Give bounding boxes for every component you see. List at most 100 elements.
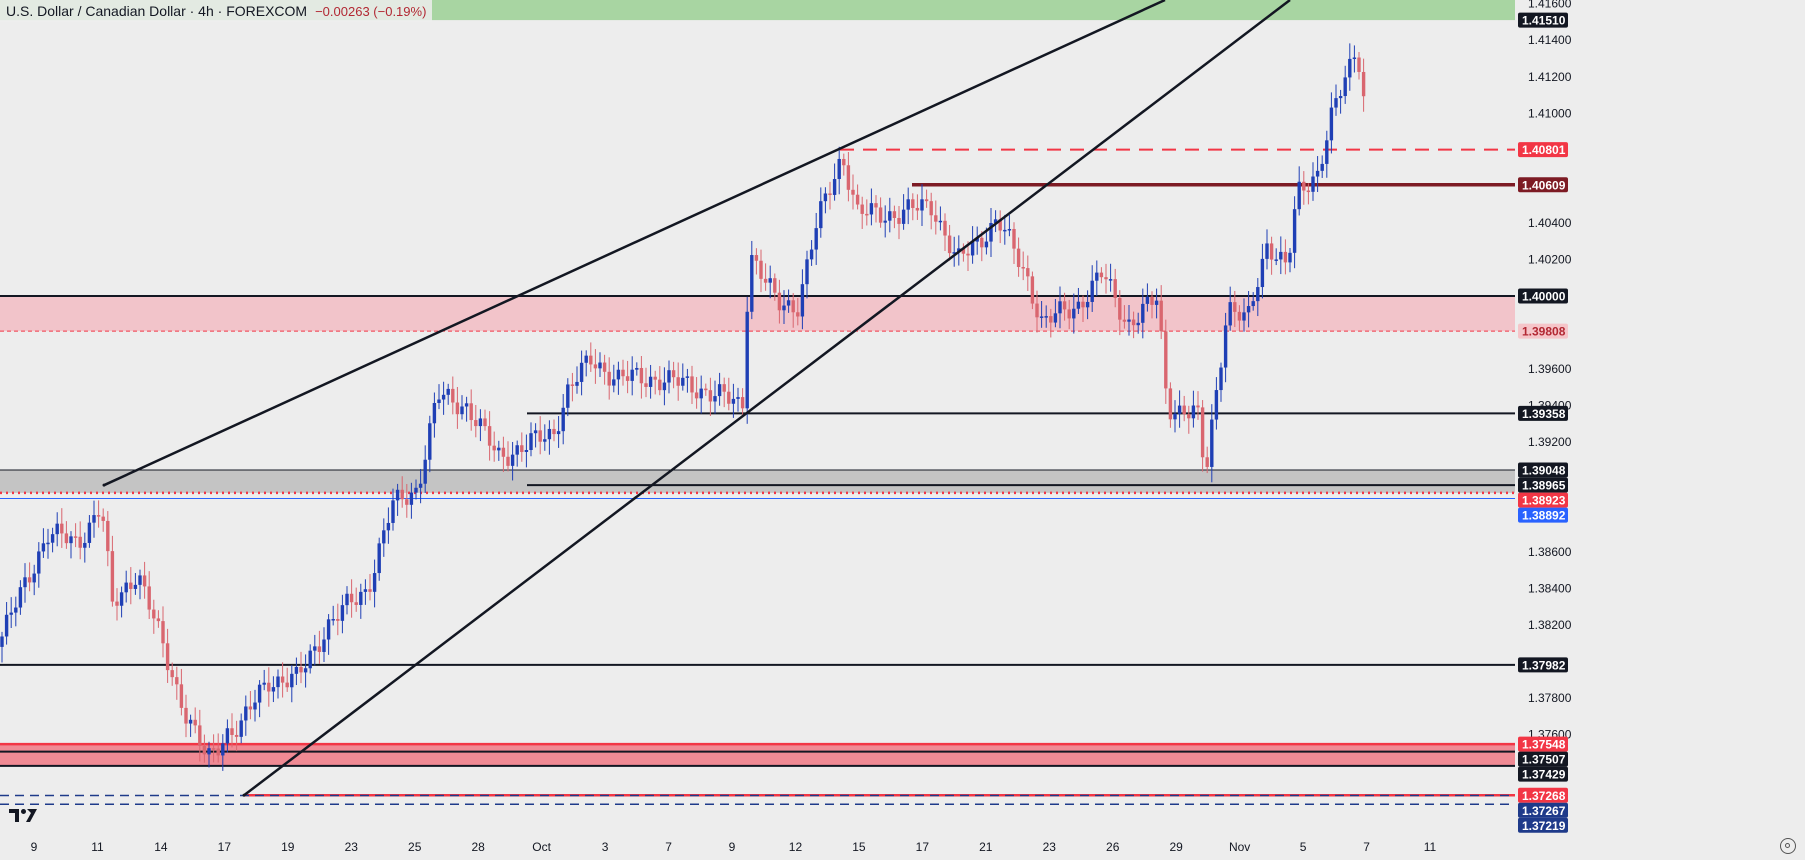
candle-bull [1274,259,1278,261]
candle-bear [690,376,694,393]
candle-bear [842,158,846,166]
candle-bull [340,605,345,621]
time-tick-label: 14 [154,840,168,854]
candle-bear [892,211,897,218]
candle-bear [934,215,938,222]
price-level-label: 1.40801 [1522,143,1566,157]
candle-bull [685,376,690,378]
candle-bull [1191,405,1196,419]
candle-bear [855,194,860,205]
candle-bear [754,255,759,261]
candle-bear [184,707,188,724]
candle-bear [653,376,657,380]
price-level-badge [1518,802,1568,818]
time-tick-label: 17 [916,840,930,854]
price-level-label: 1.38965 [1522,479,1566,493]
candle-bull [566,384,570,408]
price-level-label: 1.37267 [1522,804,1566,818]
price-level-label: 1.39358 [1522,407,1566,421]
candle-bull [1228,302,1232,326]
price-tick-label: 1.40400 [1528,216,1572,230]
candle-bear [368,589,372,592]
candle-bull [276,676,280,688]
candle-bull [41,543,46,552]
candle-bear [727,391,731,404]
candle-bull [547,428,552,440]
time-tick-label: 9 [31,840,38,854]
candle-bull [823,193,828,202]
candle-bull [888,211,892,221]
price-level-badge [1518,766,1568,782]
candle-bear [538,430,542,442]
price-level-label: 1.37429 [1522,768,1566,782]
candle-bull [1108,279,1113,281]
gray-zone [0,470,1515,493]
candle-bear [216,748,220,756]
candle-bull [124,582,128,593]
candle-bear [694,392,699,399]
candle-bull [1343,77,1347,97]
price-level-badge [1518,507,1568,523]
candle-bull [1210,419,1214,467]
candle-bull [119,592,124,606]
tradingview-logo-icon[interactable] [8,806,38,824]
candle-bull [1352,57,1357,60]
candle-bull [510,454,515,466]
candle-bear [851,189,855,195]
price-change: −0.00263 (−0.19%) [315,3,427,19]
candle-bear [1021,267,1025,269]
price-level-badge [1518,736,1568,752]
candle-bull [1246,306,1251,313]
candle-bear [998,219,1002,231]
price-level-label: 1.39808 [1522,325,1566,339]
candle-bull [372,573,377,592]
price-tick-label: 1.37800 [1528,691,1572,705]
candle-bear [193,719,197,726]
candle-bull [432,402,437,424]
candle-bull [18,587,23,608]
candle-bull [9,612,13,615]
candle-bear [878,207,883,223]
price-tick-label: 1.39200 [1528,435,1572,449]
candle-bear [1233,302,1237,312]
price-level-badge [1518,657,1568,673]
candle-bear [147,586,151,610]
candle-bear [980,237,984,248]
candle-bull [239,720,243,737]
candle-bear [1196,405,1200,408]
time-tick-label: 19 [281,840,295,854]
pink-zone [0,296,1515,332]
time-tick-label: 5 [1300,840,1307,854]
candle-bull [883,220,887,223]
candle-bear [639,367,644,384]
candle-bull [359,591,363,605]
candle-bear [156,618,161,622]
candle-bull [326,619,331,640]
candle-bear [78,536,82,548]
candle-bull [188,719,193,724]
candle-bear [704,388,708,391]
candle-bear [865,213,869,216]
candle-bear [129,582,133,589]
candle-bear [966,253,970,256]
candle-bear [1012,228,1016,249]
candle-bear [1104,277,1108,280]
symbol-title[interactable]: U.S. Dollar / Canadian Dollar · 4h · FOR… [6,3,308,19]
candle-bull [428,423,432,460]
price-level-label: 1.37548 [1522,738,1566,752]
candle-bear [170,670,174,678]
candle-bear [658,379,662,391]
candle-bull [313,646,317,651]
candle-bull [14,607,18,613]
candle-bull [69,536,73,544]
price-level-label: 1.39048 [1522,464,1566,478]
candle-bear [644,383,648,387]
price-level-label: 1.37219 [1522,819,1566,833]
candle-bear [1113,279,1117,298]
candle-bull [391,500,395,523]
candle-bull [0,636,4,647]
candle-bear [1099,272,1104,278]
settings-gear-icon[interactable] [1780,838,1796,854]
candle-bull [345,593,349,606]
